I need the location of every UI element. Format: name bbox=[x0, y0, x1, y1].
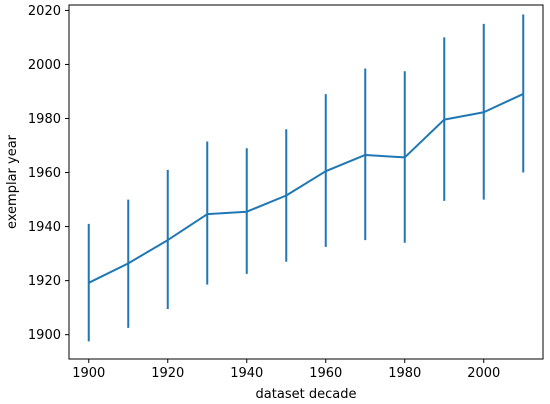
y-tick-label: 1940 bbox=[28, 220, 61, 235]
x-tick-label: 1960 bbox=[309, 366, 342, 381]
y-tick-label: 1920 bbox=[28, 274, 61, 289]
x-axis: 1900 1920 1940 1960 1980 2000 bbox=[72, 359, 500, 381]
x-tick-label: 1980 bbox=[388, 366, 421, 381]
y-tick-label: 2020 bbox=[28, 4, 61, 19]
series-line-0 bbox=[88, 93, 524, 284]
y-tick-label: 2000 bbox=[28, 58, 61, 73]
y-tick-label: 1900 bbox=[28, 328, 61, 343]
x-tick-label: 2000 bbox=[467, 366, 500, 381]
y-axis: 1900 1920 1940 1960 1980 2000 2020 bbox=[28, 4, 69, 343]
x-tick-label: 1920 bbox=[151, 366, 184, 381]
plot-area bbox=[87, 14, 525, 342]
y-axis-label: exemplar year bbox=[5, 134, 20, 229]
y-tick-label: 1980 bbox=[28, 112, 61, 127]
y-tick-label: 1960 bbox=[28, 166, 61, 181]
axes-frame bbox=[68, 4, 544, 360]
x-tick-label: 1900 bbox=[72, 366, 105, 381]
x-axis-label: dataset decade bbox=[256, 387, 357, 402]
x-tick-label: 1940 bbox=[230, 366, 263, 381]
